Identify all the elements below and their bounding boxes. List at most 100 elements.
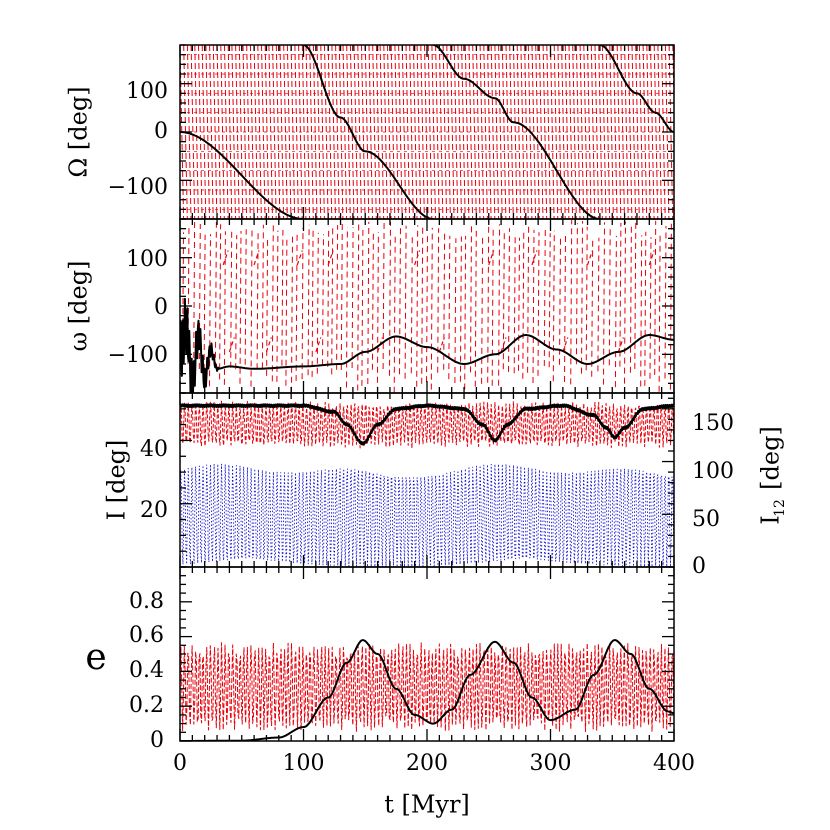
ylabel2-unit: [deg] — [757, 426, 785, 490]
omega-node-red-line — [294, 45, 299, 219]
panel-inclination-ylabel2: I 12 [deg] — [757, 426, 789, 525]
panel-inclination-ticks — [179, 392, 675, 568]
omega-peri-red-dash — [410, 235, 413, 374]
panel-node-ticks — [179, 44, 675, 220]
panel-node-ytick-label: −100 — [108, 175, 168, 200]
omega-peri-red-dash — [426, 233, 428, 383]
omega-peri-red-dash — [575, 223, 578, 365]
omega-peri-red-dash — [223, 231, 226, 385]
omega-peri-red-dash — [276, 230, 279, 382]
omega-peri-red-dash — [316, 232, 319, 374]
omega-peri-red-cluster — [488, 250, 495, 266]
omega-peri-red-dash — [193, 221, 196, 389]
omega-peri-red-dash — [502, 232, 505, 370]
omega-node-red-series — [180, 45, 674, 219]
omega-peri-red-dash — [361, 229, 364, 386]
omega-peri-red-dash — [527, 226, 530, 373]
panel-inclination-ytick-label: 20 — [140, 498, 168, 523]
omega-peri-red-dash — [256, 232, 259, 370]
panel-eccentricity-ytick-label: 0.8 — [129, 589, 164, 614]
inclination-red-series — [180, 400, 674, 449]
omega-peri-red-dash — [430, 227, 433, 390]
panel-eccentricity-ytick-label: 0.6 — [129, 623, 164, 648]
omega-peri-red-cluster — [315, 337, 322, 353]
omega-peri-red-dash — [498, 224, 501, 386]
omega-peri-red-cluster — [500, 337, 507, 353]
panel-inclination-y2tick-label: 100 — [692, 459, 734, 484]
omega-peri-red-dash — [376, 232, 379, 393]
omega-peri-red-dash — [404, 225, 407, 379]
omega-peri-red-cluster — [438, 337, 445, 353]
omega-node-red-line — [435, 45, 440, 219]
xtick-label: 400 — [653, 751, 695, 776]
panel-eccentricity-ytick-label: 0.4 — [129, 658, 164, 683]
omega-peri-red-dash — [285, 235, 288, 386]
omega-peri-red-dash — [481, 236, 484, 384]
omega-peri-red-dash — [491, 227, 494, 386]
omega-peri-red-dash — [470, 224, 472, 373]
omega-peri-black-series — [180, 297, 674, 393]
omega-node-red-line — [372, 45, 377, 219]
omega-peri-red-dash — [214, 221, 217, 368]
ylabel2-subscript: 12 — [772, 499, 788, 517]
omega-peri-red-dash — [564, 234, 566, 383]
omega-node-red-line — [309, 45, 314, 219]
omega-node-red-line — [561, 45, 566, 219]
panel-eccentricity-ticks — [179, 566, 675, 742]
omega-peri-red-dash — [649, 237, 652, 379]
omega-peri-red-dash — [307, 224, 310, 376]
omega-peri-red-dash — [322, 234, 324, 366]
omega-peri-red-dash — [443, 232, 446, 370]
omega-peri-red-dash — [543, 226, 546, 367]
omega-peri-red-cluster — [531, 250, 538, 266]
panel-inclination-y2tick-label: 150 — [692, 411, 734, 436]
eccentricity-black-series — [180, 639, 674, 741]
omega-peri-red-dash — [629, 224, 632, 373]
panel-peri-ytick-label: 100 — [126, 247, 168, 272]
panel-inclination-y2tick-label: 50 — [692, 507, 720, 532]
omega-node-red-line — [546, 45, 551, 219]
omega-node-red-line — [364, 45, 370, 219]
omega-peri-red-dash — [399, 225, 401, 375]
omega-peri-red-dash — [416, 225, 419, 387]
omega-peri-red-cluster — [228, 337, 235, 353]
omega-peri-red-dash — [382, 222, 385, 370]
omega-node-red-line — [483, 45, 488, 219]
panel-node-ytick-label: 0 — [154, 119, 168, 144]
panel-peri-ytick-label: 0 — [154, 295, 168, 320]
omega-peri-red-series — [182, 219, 672, 393]
omega-peri-red-dash — [585, 226, 588, 371]
omega-peri-red-dash — [421, 225, 424, 384]
panel-inclination-ylabel: I [deg] — [103, 440, 131, 521]
omega-node-red-line — [553, 45, 559, 219]
panel-eccentricity-ytick-label: 0.2 — [129, 693, 164, 718]
omega-peri-red-dash — [454, 238, 457, 384]
omega-peri-red-dash — [624, 221, 626, 384]
omega-peri-red-dash — [389, 221, 391, 376]
omega-peri-red-dash — [291, 232, 293, 393]
omega-peri-red-dash — [591, 236, 594, 377]
omega-peri-red-dash — [219, 224, 222, 380]
omega-peri-red-dash — [261, 224, 264, 369]
omega-peri-red-dash — [230, 230, 233, 368]
omega-node-black-line — [599, 45, 674, 133]
panel-inclination: 40 20 I [deg] 150 100 50 0 I 12 [deg] — [103, 392, 789, 579]
panel-eccentricity: 0 0.2 0.4 0.6 0.8 e 0 100 200 300 400 t … — [85, 566, 695, 819]
eccentricity-red-line — [180, 642, 674, 733]
omega-peri-red-dash — [487, 219, 490, 383]
omega-node-black-line — [180, 131, 304, 219]
omega-node-black-line — [303, 45, 434, 219]
omega-peri-red-dash — [664, 225, 667, 379]
x-axis-label: t [Myr] — [384, 791, 470, 819]
omega-peri-red-cluster — [253, 250, 260, 266]
omega-peri-black-line — [180, 297, 674, 393]
omega-node-red-line — [427, 45, 433, 219]
omega-node-black-line — [433, 45, 600, 219]
omega-peri-red-dash — [235, 234, 238, 370]
panel-peri-ytick-label: −100 — [108, 343, 168, 368]
panel-inclination-ytick-label: 40 — [140, 437, 168, 462]
omega-peri-red-cluster — [617, 337, 624, 353]
omega-peri-red-dash — [371, 230, 374, 370]
eccentricity-red-series — [180, 642, 674, 733]
omega-node-red-line — [301, 45, 307, 219]
